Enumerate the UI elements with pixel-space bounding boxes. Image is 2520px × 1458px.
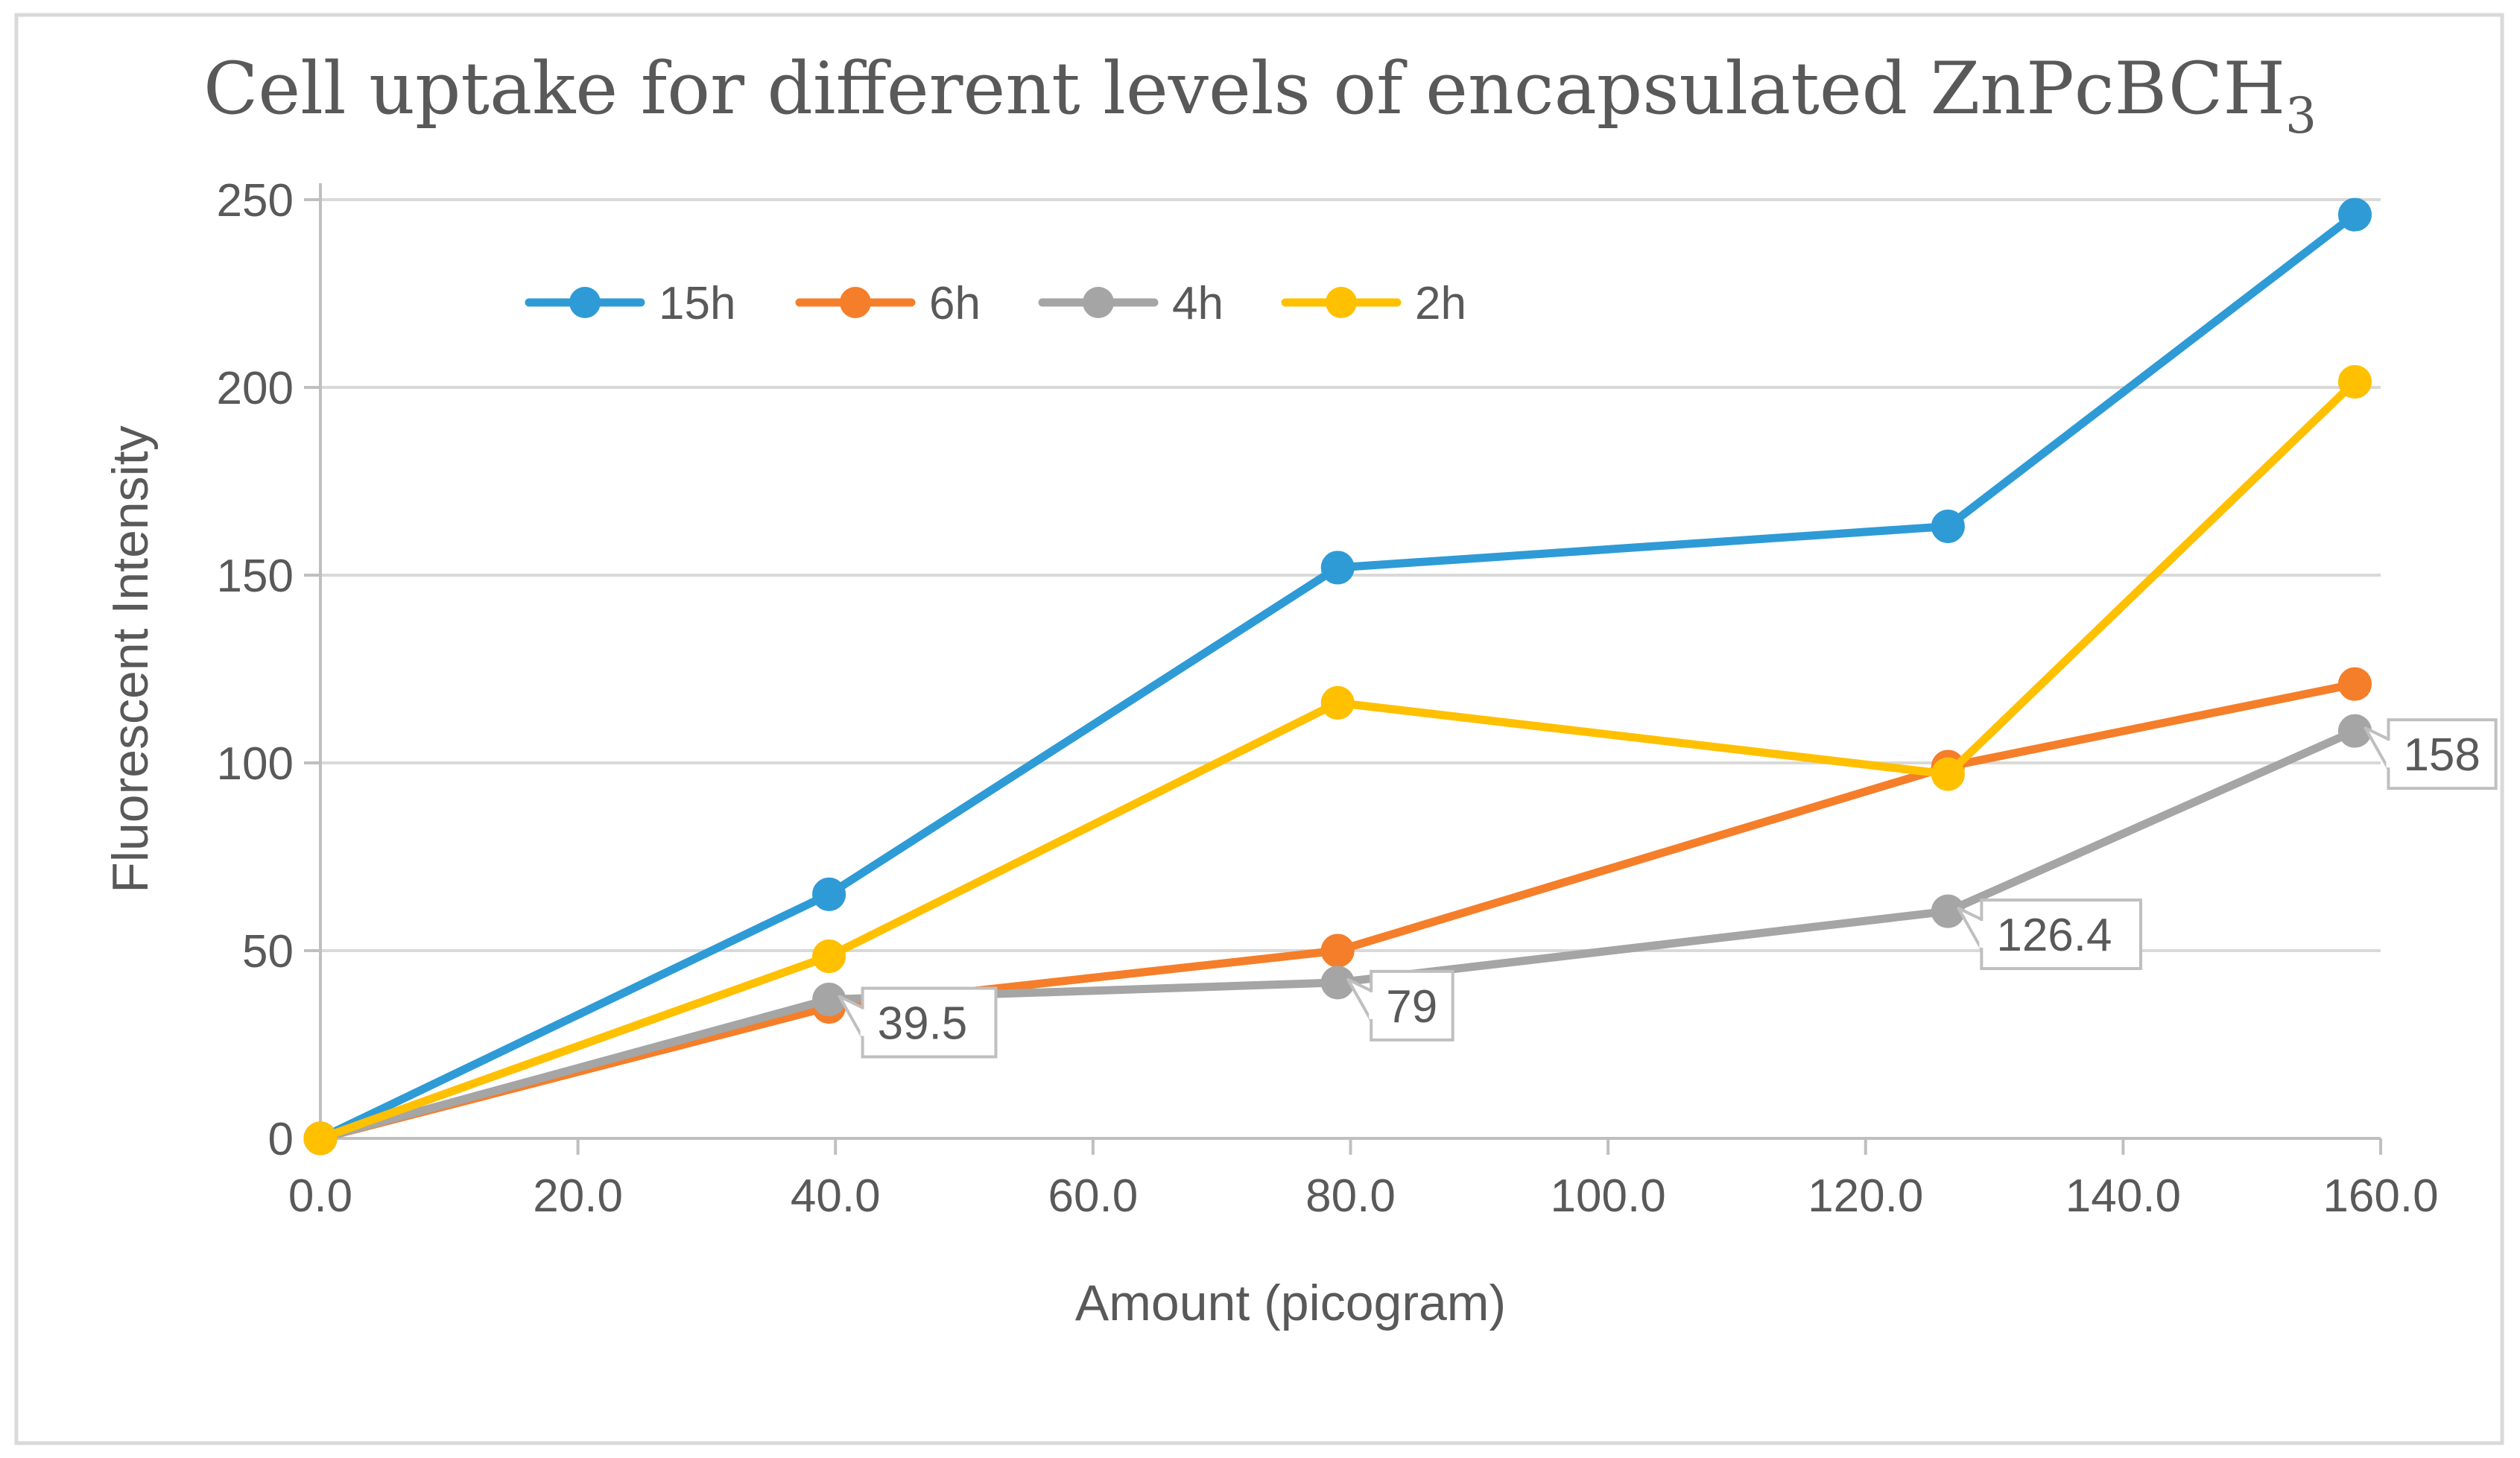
series-2h-point [1931, 757, 1965, 791]
data-callout-joint [860, 1009, 867, 1036]
x-tick-label: 60.0 [1048, 1170, 1139, 1222]
data-callout-box [861, 986, 998, 1059]
x-tick-label: 120.0 [1808, 1170, 1923, 1222]
x-tick-label: 140.0 [2065, 1170, 2181, 1222]
data-callout-joint [2386, 741, 2393, 768]
series-6h-point [1320, 934, 1355, 968]
series-15h-point [1931, 509, 1965, 543]
y-tick-label: 200 [217, 363, 294, 414]
x-tick-label: 100.0 [1551, 1170, 1666, 1222]
legend-2h-marker [1326, 287, 1357, 318]
y-axis-label: Fluorescent Intensity [102, 425, 159, 893]
data-callout-box [1980, 898, 2142, 971]
chart-border [14, 13, 2504, 1445]
x-tick-label: 40.0 [791, 1170, 881, 1222]
data-callout-box [1370, 969, 1454, 1042]
legend-6h-label: 6h [929, 278, 981, 329]
x-tick-label: 20.0 [533, 1170, 623, 1222]
legend-15h-label: 15h [659, 278, 735, 329]
y-tick-label: 250 [217, 175, 294, 226]
series-2h-point [1320, 685, 1355, 720]
legend-4h-marker [1083, 287, 1114, 318]
legend-4h-label: 4h [1172, 278, 1223, 329]
y-tick-label: 50 [242, 926, 294, 977]
legend-6h-marker [840, 287, 871, 318]
data-label: 158 [2403, 729, 2480, 781]
data-callout-joint [1979, 921, 1986, 948]
x-tick-label: 80.0 [1305, 1170, 1396, 1222]
series-2h-point [812, 939, 846, 974]
series-15h-point [1320, 551, 1355, 585]
x-axis-label: Amount (picogram) [1075, 1275, 1506, 1331]
x-tick-label: 160.0 [2323, 1170, 2438, 1222]
x-tick-label: 0.0 [288, 1170, 352, 1222]
data-label: 39.5 [878, 998, 968, 1050]
series-15h-point [2337, 197, 2372, 232]
chart-title: Cell uptake for different levels of enca… [203, 47, 2317, 145]
data-callout-box [2387, 718, 2498, 790]
y-tick-label: 150 [217, 551, 294, 602]
chart-title-subscript: 3 [2285, 87, 2317, 145]
series-2h-point [303, 1121, 338, 1156]
legend-15h-marker [569, 287, 601, 318]
series-2h-point [2337, 364, 2372, 399]
data-label: 126.4 [1996, 910, 2112, 961]
legend-2h-label: 2h [1415, 278, 1466, 329]
data-callout-joint [1369, 992, 1375, 1019]
y-tick-label: 100 [217, 738, 294, 790]
series-15h-point [812, 877, 846, 911]
series-6h-point [2337, 667, 2372, 701]
data-label: 79 [1386, 981, 1437, 1033]
y-tick-label: 0 [268, 1114, 294, 1165]
